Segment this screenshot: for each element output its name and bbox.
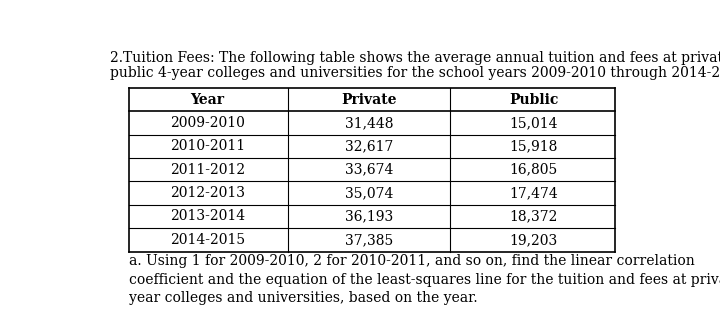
Text: 2014-2015: 2014-2015 — [170, 233, 245, 247]
Text: Private: Private — [341, 93, 397, 107]
Text: 17,474: 17,474 — [509, 186, 558, 200]
Text: 32,617: 32,617 — [345, 139, 393, 153]
Text: 35,074: 35,074 — [345, 186, 393, 200]
Text: 2009-2010: 2009-2010 — [170, 116, 245, 130]
Text: 2010-2011: 2010-2011 — [170, 139, 245, 153]
Text: 16,805: 16,805 — [510, 163, 558, 177]
Text: 36,193: 36,193 — [345, 210, 393, 223]
Text: 2013-2014: 2013-2014 — [170, 210, 245, 223]
Text: 18,372: 18,372 — [510, 210, 558, 223]
Text: 31,448: 31,448 — [345, 116, 393, 130]
Text: public 4-year colleges and universities for the school years 2009-2010 through 2: public 4-year colleges and universities … — [109, 66, 720, 80]
Text: 15,918: 15,918 — [510, 139, 558, 153]
Text: 2.Tuition Fees: The following table shows the average annual tuition and fees at: 2.Tuition Fees: The following table show… — [109, 51, 720, 65]
Text: 19,203: 19,203 — [510, 233, 558, 247]
Text: 2012-2013: 2012-2013 — [170, 186, 245, 200]
Text: Public: Public — [509, 93, 558, 107]
Text: year colleges and universities, based on the year.: year colleges and universities, based on… — [129, 291, 477, 305]
Text: 33,674: 33,674 — [345, 163, 393, 177]
Text: 37,385: 37,385 — [345, 233, 393, 247]
Text: coefficient and the equation of the least-squares line for the tuition and fees : coefficient and the equation of the leas… — [129, 273, 720, 287]
Text: 2011-2012: 2011-2012 — [170, 163, 245, 177]
Text: 15,014: 15,014 — [509, 116, 558, 130]
Text: Year: Year — [190, 93, 224, 107]
Text: a. Using 1 for 2009-2010, 2 for 2010-2011, and so on, find the linear correlatio: a. Using 1 for 2009-2010, 2 for 2010-201… — [129, 254, 695, 268]
